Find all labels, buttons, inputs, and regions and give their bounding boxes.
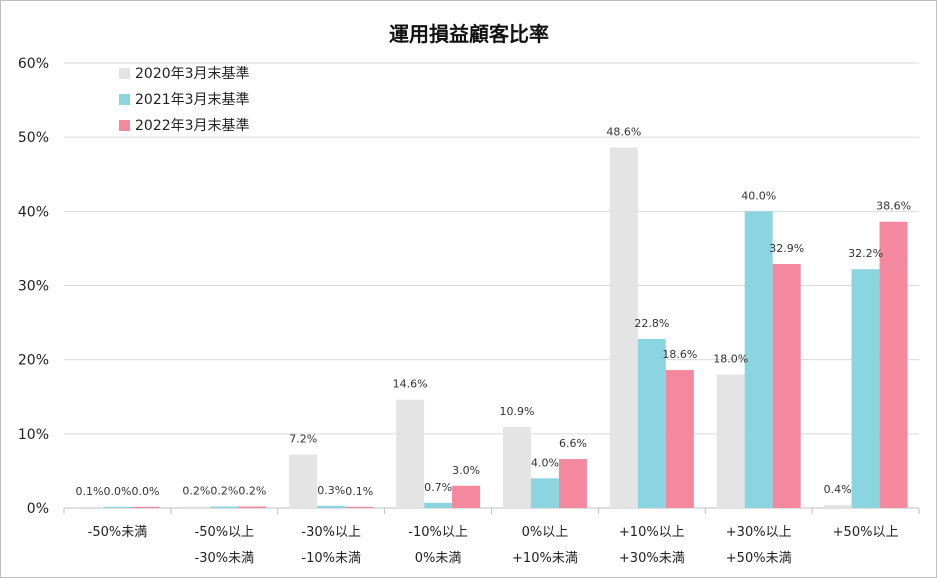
bar (424, 502, 453, 508)
bar (75, 506, 104, 508)
data-labels: 0.1% 0.2% 7.2% 14.6% 10.9% 48.6% 18.0% 0.4% 0.0%… (75, 126, 911, 498)
bar (716, 374, 745, 508)
data-label: 18.6% (662, 348, 697, 361)
data-label: 4.0% (531, 456, 559, 469)
data-label: 48.6% (606, 126, 641, 139)
legend-swatch (119, 68, 130, 79)
data-label: 0.0% (103, 485, 131, 498)
data-label: 0.7% (424, 481, 452, 494)
y-tick-label: 0% (27, 501, 49, 517)
data-label: 18.0% (713, 353, 748, 366)
data-label: 14.6% (393, 378, 428, 391)
bar (289, 454, 318, 508)
bar (558, 459, 587, 508)
bar (823, 505, 852, 508)
data-label: 0.3% (317, 484, 345, 497)
x-tick-label: +50%以上 (833, 525, 899, 540)
bar (851, 269, 880, 508)
data-label: 32.2% (848, 247, 883, 260)
bar (317, 505, 346, 508)
data-label: 0.0% (131, 485, 159, 498)
data-label: 3.0% (452, 464, 480, 477)
x-tick-label: 0%未満 (415, 551, 462, 566)
bar (772, 263, 801, 508)
y-tick-label: 20% (18, 353, 49, 369)
data-label: 0.2% (182, 485, 210, 498)
bar (103, 506, 132, 508)
x-tick-label: +10%以上 (619, 525, 685, 540)
bar (744, 211, 773, 509)
bar (238, 506, 267, 508)
x-tick-label: +50%未満 (726, 551, 792, 566)
bar (530, 478, 559, 508)
y-tick-label: 60% (18, 56, 49, 72)
bar (452, 485, 481, 508)
y-axis-ticks: 0% 10% 20% 30% 40% 50% 60% (18, 56, 49, 517)
data-label: 0.4% (824, 483, 852, 496)
bar (665, 370, 694, 508)
y-tick-label: 30% (18, 279, 49, 295)
x-tick-label: 0%以上 (522, 525, 569, 540)
data-label: 32.9% (769, 242, 804, 255)
legend-swatch (119, 94, 130, 105)
legend-swatch (119, 120, 130, 131)
x-tick-label: -30%未満 (195, 551, 255, 566)
x-tick-label: +30%以上 (726, 525, 792, 540)
data-label: 7.2% (289, 433, 317, 446)
bar (210, 506, 239, 508)
legend-label: 2022年3月末基準 (135, 117, 250, 134)
bar (396, 399, 425, 508)
x-tick-label: -10%未満 (301, 551, 361, 566)
bar (502, 427, 531, 508)
data-label: 0.2% (238, 485, 266, 498)
data-label: 38.6% (876, 200, 911, 213)
x-tick-label: +10%未満 (512, 551, 578, 566)
data-label: 22.8% (634, 317, 669, 330)
bar (637, 338, 666, 508)
bar (131, 506, 160, 508)
y-tick-label: 10% (18, 427, 49, 443)
x-tick-label: -30%以上 (301, 525, 361, 540)
bars (75, 147, 908, 509)
bar (345, 506, 374, 508)
data-label: 0.1% (75, 485, 103, 498)
data-label: 0.2% (210, 485, 238, 498)
bar (609, 147, 638, 509)
chart-title: 運用損益顧客比率 (389, 22, 549, 46)
y-tick-label: 40% (18, 204, 49, 220)
data-label: 0.1% (345, 485, 373, 498)
data-label: 6.6% (559, 437, 587, 450)
x-axis-ticks: -50%未満 -50%以上 -30%未満 -30%以上 -10%未満 -10%以上 0%未満… (88, 525, 899, 566)
legend: 2020年3月末基準 2021年3月末基準 2022年3月末基準 (119, 65, 250, 134)
legend-label: 2021年3月末基準 (135, 91, 250, 108)
bar (182, 506, 211, 508)
x-tick-label: -50%以上 (195, 525, 255, 540)
x-tick-label: +30%未満 (619, 551, 685, 566)
legend-label: 2020年3月末基準 (135, 65, 250, 82)
x-tick-label: -10%以上 (408, 525, 468, 540)
grid-lines (63, 62, 920, 514)
data-label: 40.0% (741, 189, 776, 202)
x-tick-label: -50%未満 (88, 525, 148, 540)
y-tick-label: 50% (18, 130, 49, 146)
bar (879, 221, 908, 508)
data-label: 10.9% (499, 405, 534, 418)
